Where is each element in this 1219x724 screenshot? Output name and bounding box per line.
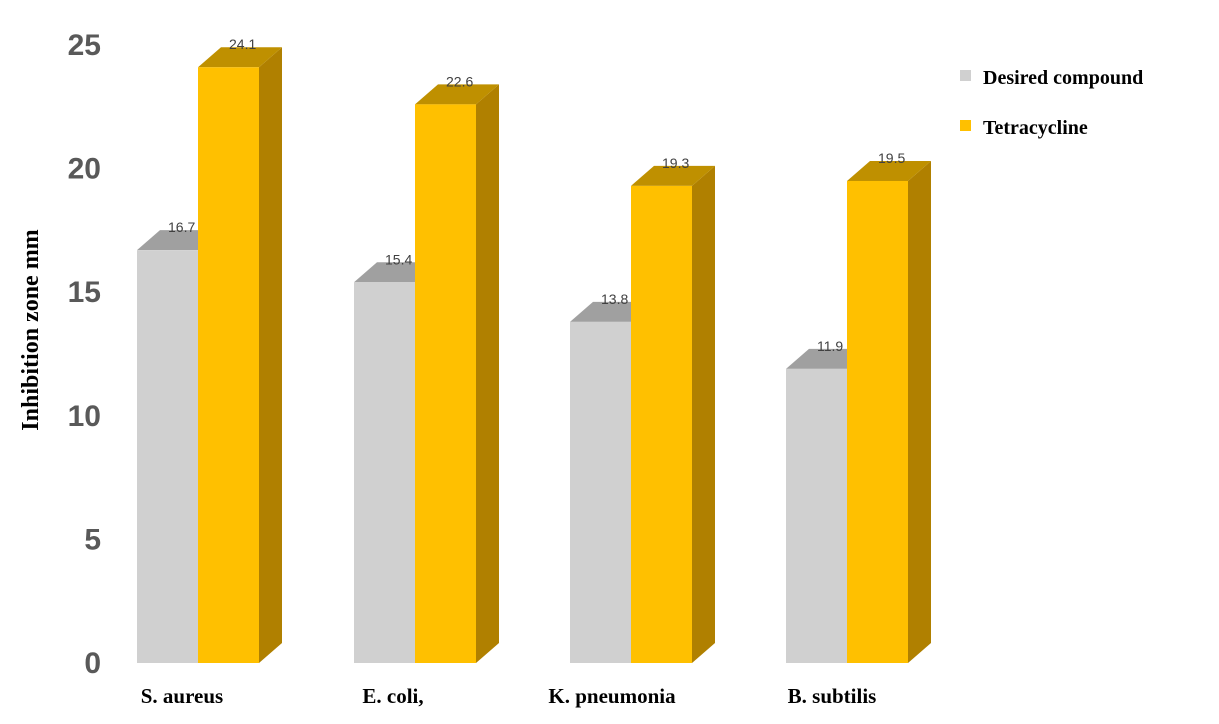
- legend-swatch-tetracycline: [960, 120, 971, 131]
- data-label: 13.8: [601, 291, 628, 307]
- bar-front-face: [570, 321, 631, 663]
- legend-label-desired-compound: Desired compound: [983, 67, 1143, 89]
- bar-tetracycline-0: [198, 47, 282, 664]
- y-axis-ticks: 0 5 10 15 20 25: [68, 29, 101, 680]
- y-axis-label: Inhibition zone mm: [18, 229, 44, 430]
- bar-front-face: [631, 185, 692, 664]
- data-label: 19.3: [662, 155, 689, 171]
- bar-tetracycline-2: [631, 165, 715, 664]
- x-tick-label: K. pneumonia: [548, 684, 676, 708]
- data-label: 11.9: [817, 338, 843, 354]
- bar-front-face: [415, 104, 476, 663]
- y-tick-label: 15: [68, 276, 101, 309]
- bar-tetracycline-1: [415, 84, 499, 663]
- x-axis-ticks: S. aureus E. coli, K. pneumonia B. subtilis: [141, 684, 877, 708]
- bar-side-face: [908, 160, 931, 663]
- bar-front-face: [354, 282, 415, 663]
- bar-tetracycline-3: [847, 160, 931, 663]
- y-tick-label: 10: [68, 400, 101, 433]
- bar-front-face: [137, 250, 198, 663]
- y-tick-label: 0: [84, 647, 101, 680]
- y-tick-label: 5: [84, 523, 101, 556]
- bar-side-face: [476, 84, 499, 663]
- data-label: 19.5: [878, 150, 905, 166]
- bar-top-face: [847, 160, 931, 181]
- x-tick-label: B. subtilis: [788, 684, 877, 708]
- data-label: 22.6: [446, 73, 473, 89]
- bar-front-face: [786, 368, 847, 663]
- legend: Desired compound Tetracycline: [960, 67, 1143, 139]
- x-tick-label: S. aureus: [141, 684, 223, 708]
- bar-top-face: [415, 84, 499, 105]
- legend-label-tetracycline: Tetracycline: [983, 117, 1088, 139]
- bars-group: 16.7 24.1 15.4 22.6 13.8 19.3 11.9 19.5: [137, 36, 931, 664]
- data-label: 16.7: [168, 219, 195, 235]
- bar-top-face: [198, 47, 282, 68]
- bar-front-face: [847, 180, 908, 663]
- data-label: 24.1: [229, 36, 256, 52]
- legend-swatch-desired-compound: [960, 70, 971, 81]
- bar-front-face: [198, 67, 259, 664]
- data-label: 15.4: [385, 251, 412, 267]
- bar-side-face: [259, 47, 282, 664]
- x-tick-label: E. coli,: [362, 684, 423, 708]
- y-tick-label: 25: [68, 29, 101, 62]
- bar-side-face: [692, 165, 715, 664]
- bar-top-face: [631, 165, 715, 186]
- y-tick-label: 20: [68, 153, 101, 186]
